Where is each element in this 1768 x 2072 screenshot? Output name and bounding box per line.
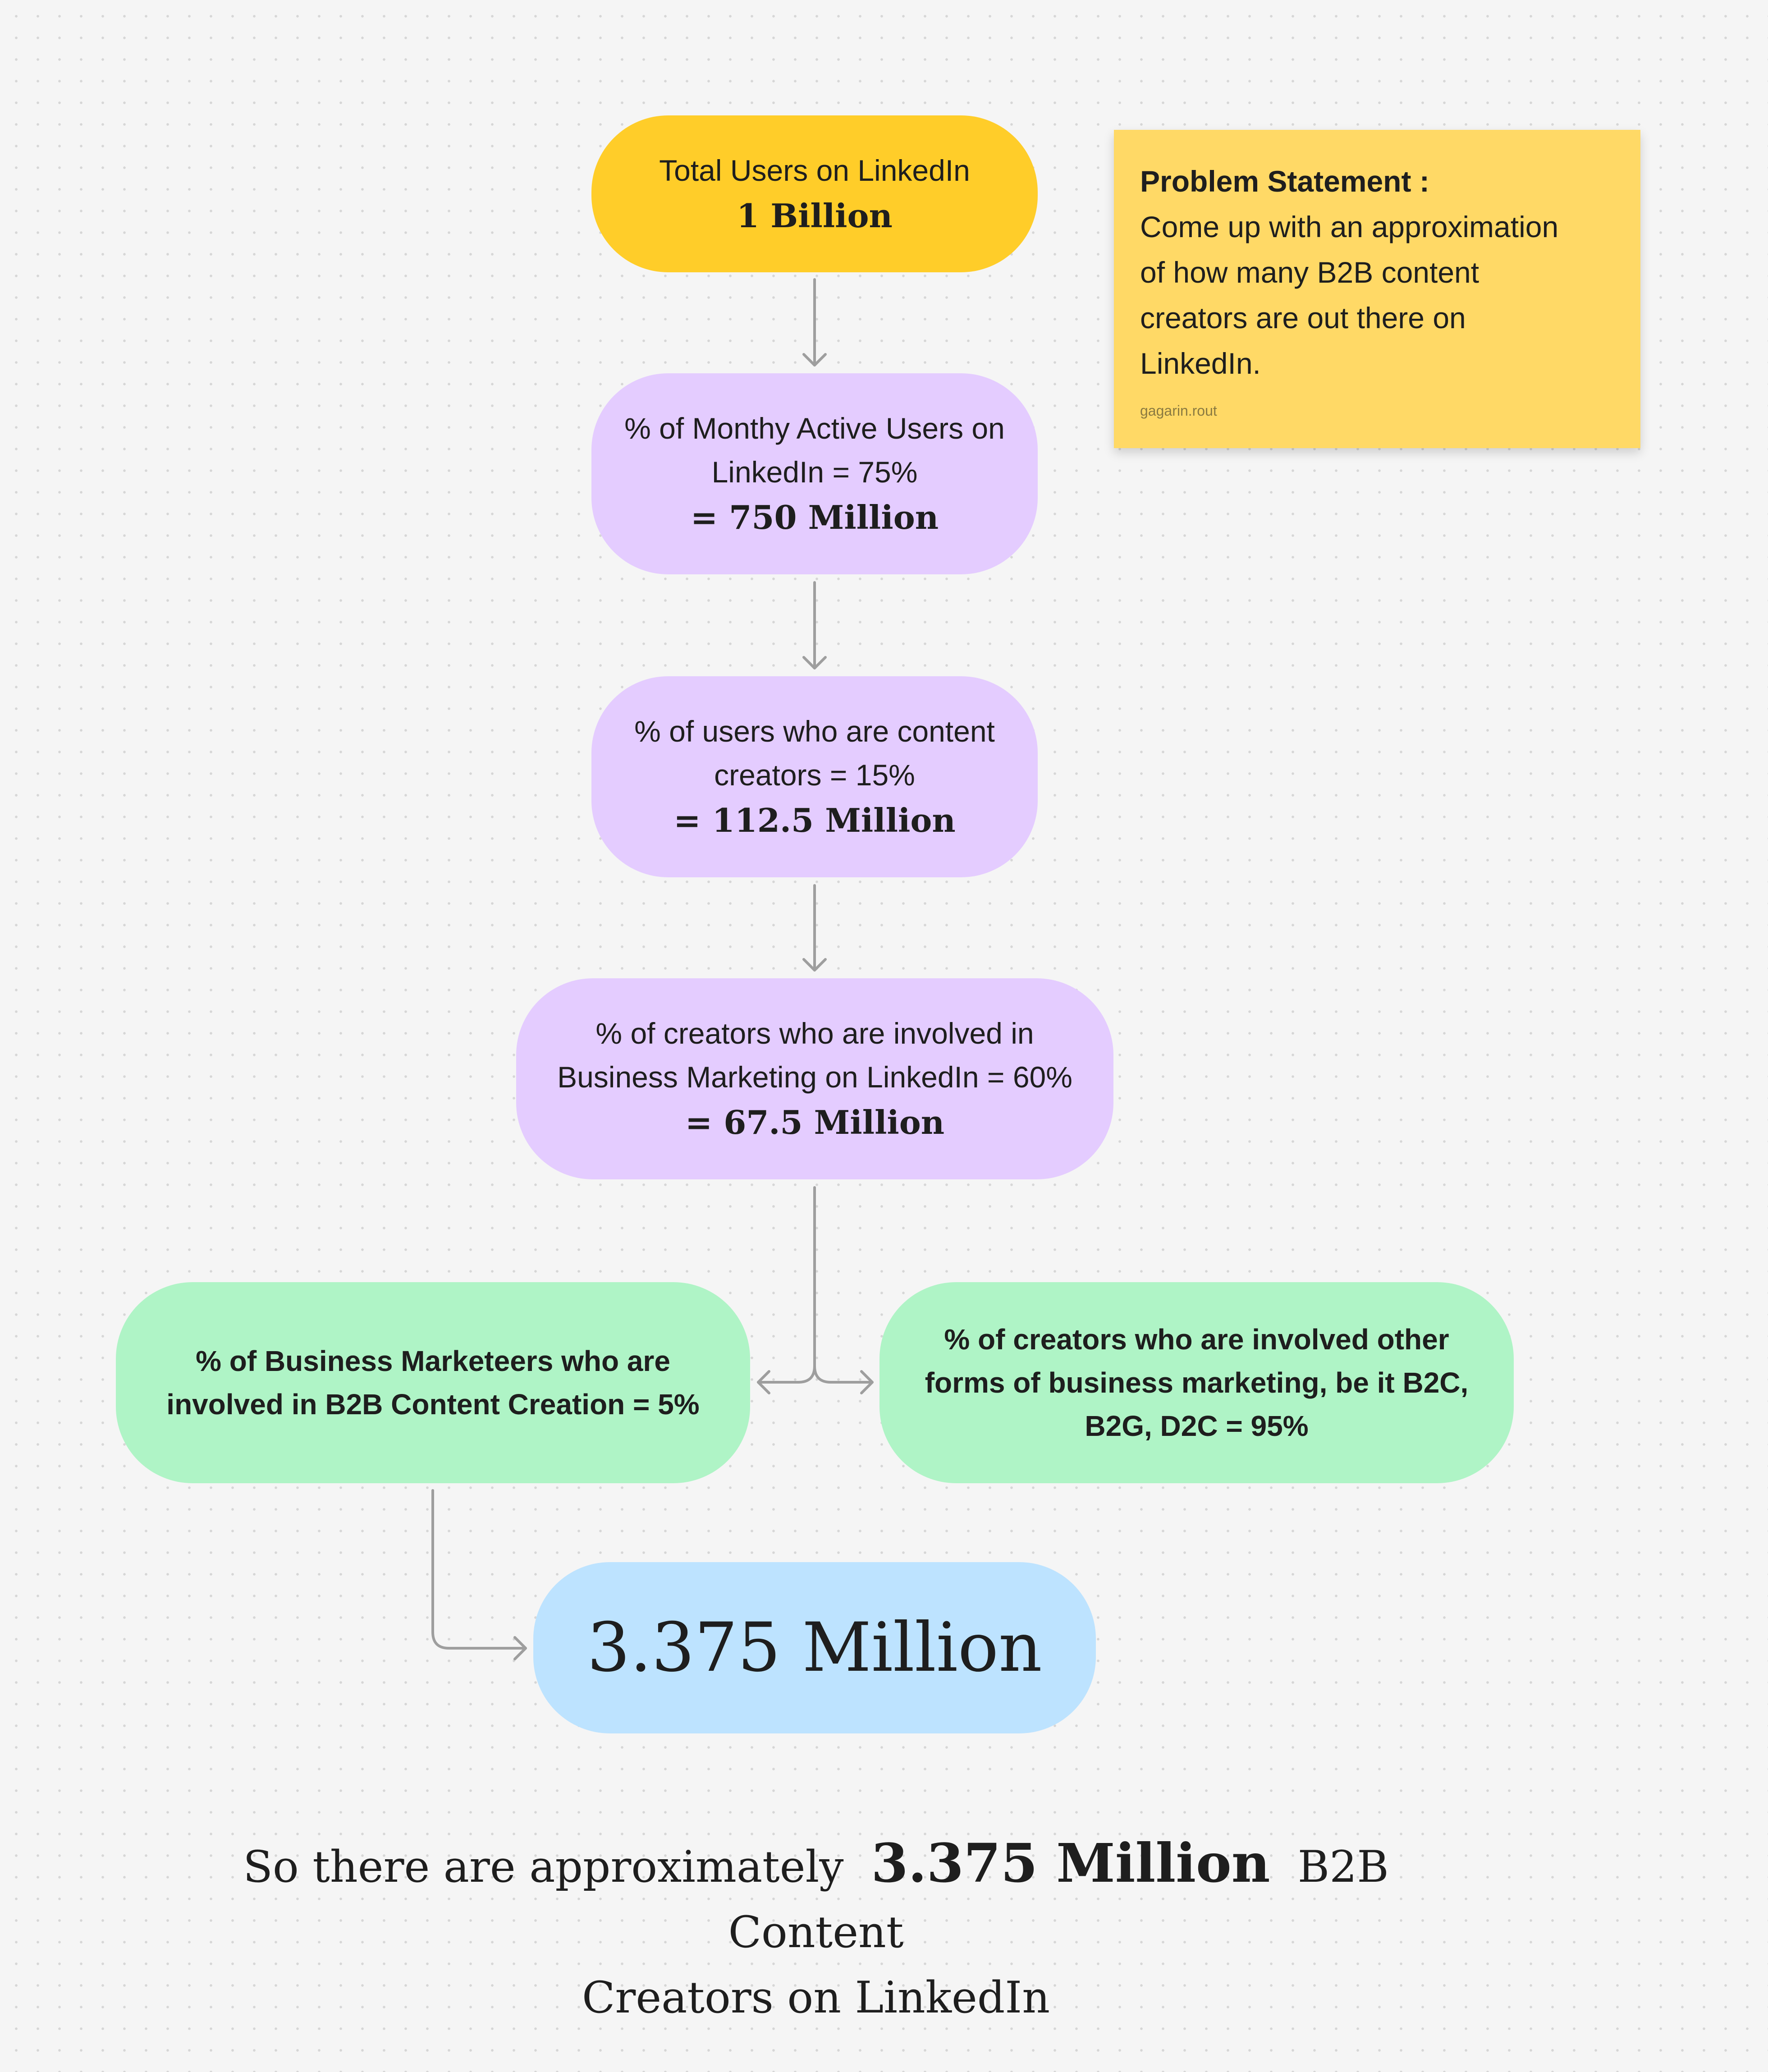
arrow-mau-to-creators bbox=[802, 581, 827, 669]
b2b-creation-line1: % of Business Marketeers who are bbox=[196, 1345, 670, 1377]
sticky-line: of how many B2B content bbox=[1140, 256, 1479, 289]
monthly-active-line1: % of Monthy Active Users on bbox=[624, 412, 1005, 445]
sticky-line: creators are out there on bbox=[1140, 301, 1466, 335]
business-marketing-value: = 67.5 Million bbox=[685, 1103, 945, 1141]
arrow-business-split bbox=[757, 1186, 874, 1394]
summary-highlight: 3.375 Million bbox=[871, 1832, 1270, 1894]
total-users-title: Total Users on LinkedIn bbox=[659, 153, 970, 187]
other-marketing-line2: forms of business marketing, be it B2C, bbox=[925, 1366, 1469, 1399]
problem-statement-sticky-note: Problem Statement : Come up with an appr… bbox=[1114, 130, 1640, 448]
result-value: 3.375 Million bbox=[587, 1609, 1042, 1687]
sticky-line: LinkedIn. bbox=[1140, 347, 1261, 380]
content-creators-line2: creators = 15% bbox=[714, 758, 915, 792]
b2b-creation-line2: involved in B2B Content Creation = 5% bbox=[166, 1388, 700, 1421]
summary-line2: Creators on LinkedIn bbox=[582, 1972, 1050, 2023]
result-node: 3.375 Million bbox=[533, 1562, 1096, 1733]
content-creators-value: = 112.5 Million bbox=[673, 801, 956, 839]
other-marketing-line3: B2G, D2C = 95% bbox=[1085, 1410, 1309, 1442]
sticky-line: Come up with an approximation bbox=[1140, 210, 1559, 243]
total-users-value: 1 Billion bbox=[737, 196, 893, 235]
business-marketing-line1: % of creators who are involved in bbox=[595, 1017, 1034, 1050]
content-creators-line1: % of users who are content bbox=[634, 715, 995, 748]
content-creators-node: % of users who are content creators = 15… bbox=[591, 676, 1038, 877]
summary-text: So there are approximately 3.375 Million… bbox=[189, 1830, 1443, 2031]
sticky-author: gagarin.rout bbox=[1140, 403, 1217, 419]
monthly-active-value: = 750 Million bbox=[690, 498, 939, 536]
arrow-total-to-mau bbox=[802, 278, 827, 367]
monthly-active-users-node: % of Monthy Active Users on LinkedIn = 7… bbox=[591, 373, 1038, 574]
sticky-heading: Problem Statement : bbox=[1140, 165, 1429, 198]
other-marketing-node: % of creators who are involved other for… bbox=[879, 1282, 1514, 1483]
business-marketing-line2: Business Marketing on LinkedIn = 60% bbox=[557, 1060, 1072, 1094]
b2b-creation-node: % of Business Marketeers who are involve… bbox=[116, 1282, 750, 1483]
summary-prefix: So there are approximately bbox=[243, 1842, 844, 1892]
arrow-creators-to-business bbox=[802, 884, 827, 972]
business-marketing-node: % of creators who are involved in Busine… bbox=[516, 978, 1113, 1179]
summary-suffix: B2B Content bbox=[728, 1842, 1389, 1957]
arrow-b2b-to-result bbox=[431, 1489, 527, 1660]
total-users-node: Total Users on LinkedIn 1 Billion bbox=[591, 115, 1038, 272]
summary-line1: So there are approximately 3.375 Million… bbox=[189, 1830, 1443, 1965]
monthly-active-line2: LinkedIn = 75% bbox=[711, 455, 918, 489]
other-marketing-line1: % of creators who are involved other bbox=[944, 1323, 1449, 1356]
